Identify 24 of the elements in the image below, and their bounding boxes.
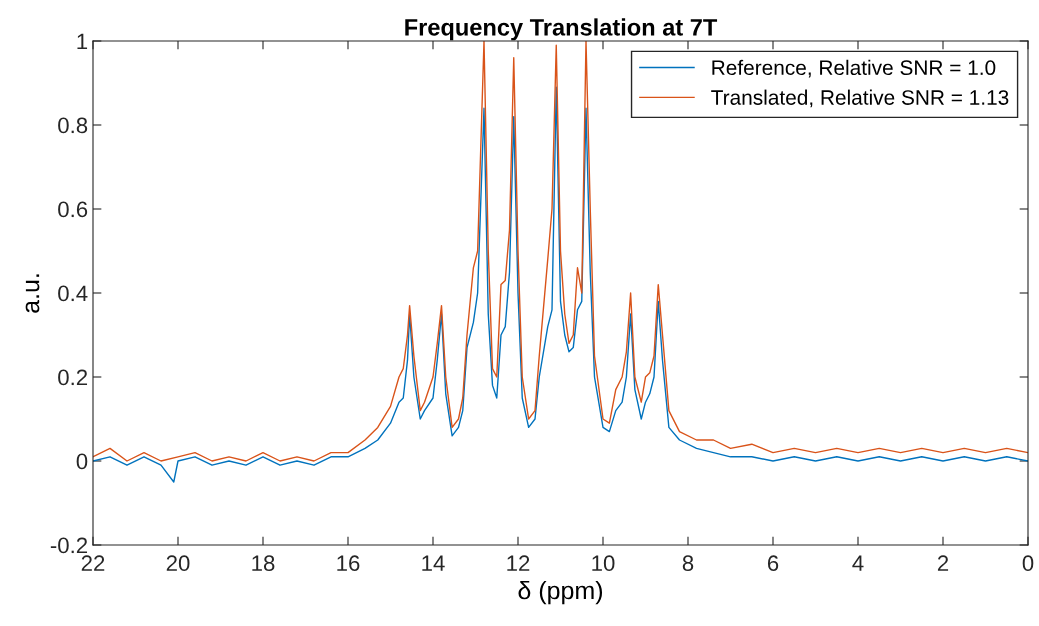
x-tick-label: 6 [767,555,779,572]
x-axis-title: δ (ppm) [518,580,603,605]
y-tick-label: 0.2 [58,369,88,386]
x-tick-label: 4 [852,555,864,571]
y-tick-label: 1 [77,33,88,50]
y-tick-label: 0.6 [58,201,88,218]
y-axis-title: a.u. [25,274,40,313]
x-tick-label: 12 [507,555,530,571]
x-tick-label: 14 [422,555,445,571]
legend-label: Reference, Relative SNR = 1.0 [712,59,996,78]
y-tick-label: 0.4 [58,285,88,302]
legend-label: Translated, Relative SNR = 1.13 [711,89,1009,108]
chart-title: Frequency Translation at 7T [405,18,718,41]
x-tick-label: 16 [337,555,360,572]
y-tick-label: 0 [76,453,88,470]
x-tick-label: 8 [682,555,694,572]
x-tick-label: 0 [1022,555,1034,572]
y-tick-label: -0.2 [50,537,88,554]
x-tick-label: 22 [81,555,105,571]
x-tick-label: 18 [252,555,275,572]
y-tick-label: 0.8 [58,117,88,134]
x-tick-label: 10 [592,555,615,572]
x-tick-label: 2 [937,555,949,571]
x-tick-label: 20 [166,555,190,572]
